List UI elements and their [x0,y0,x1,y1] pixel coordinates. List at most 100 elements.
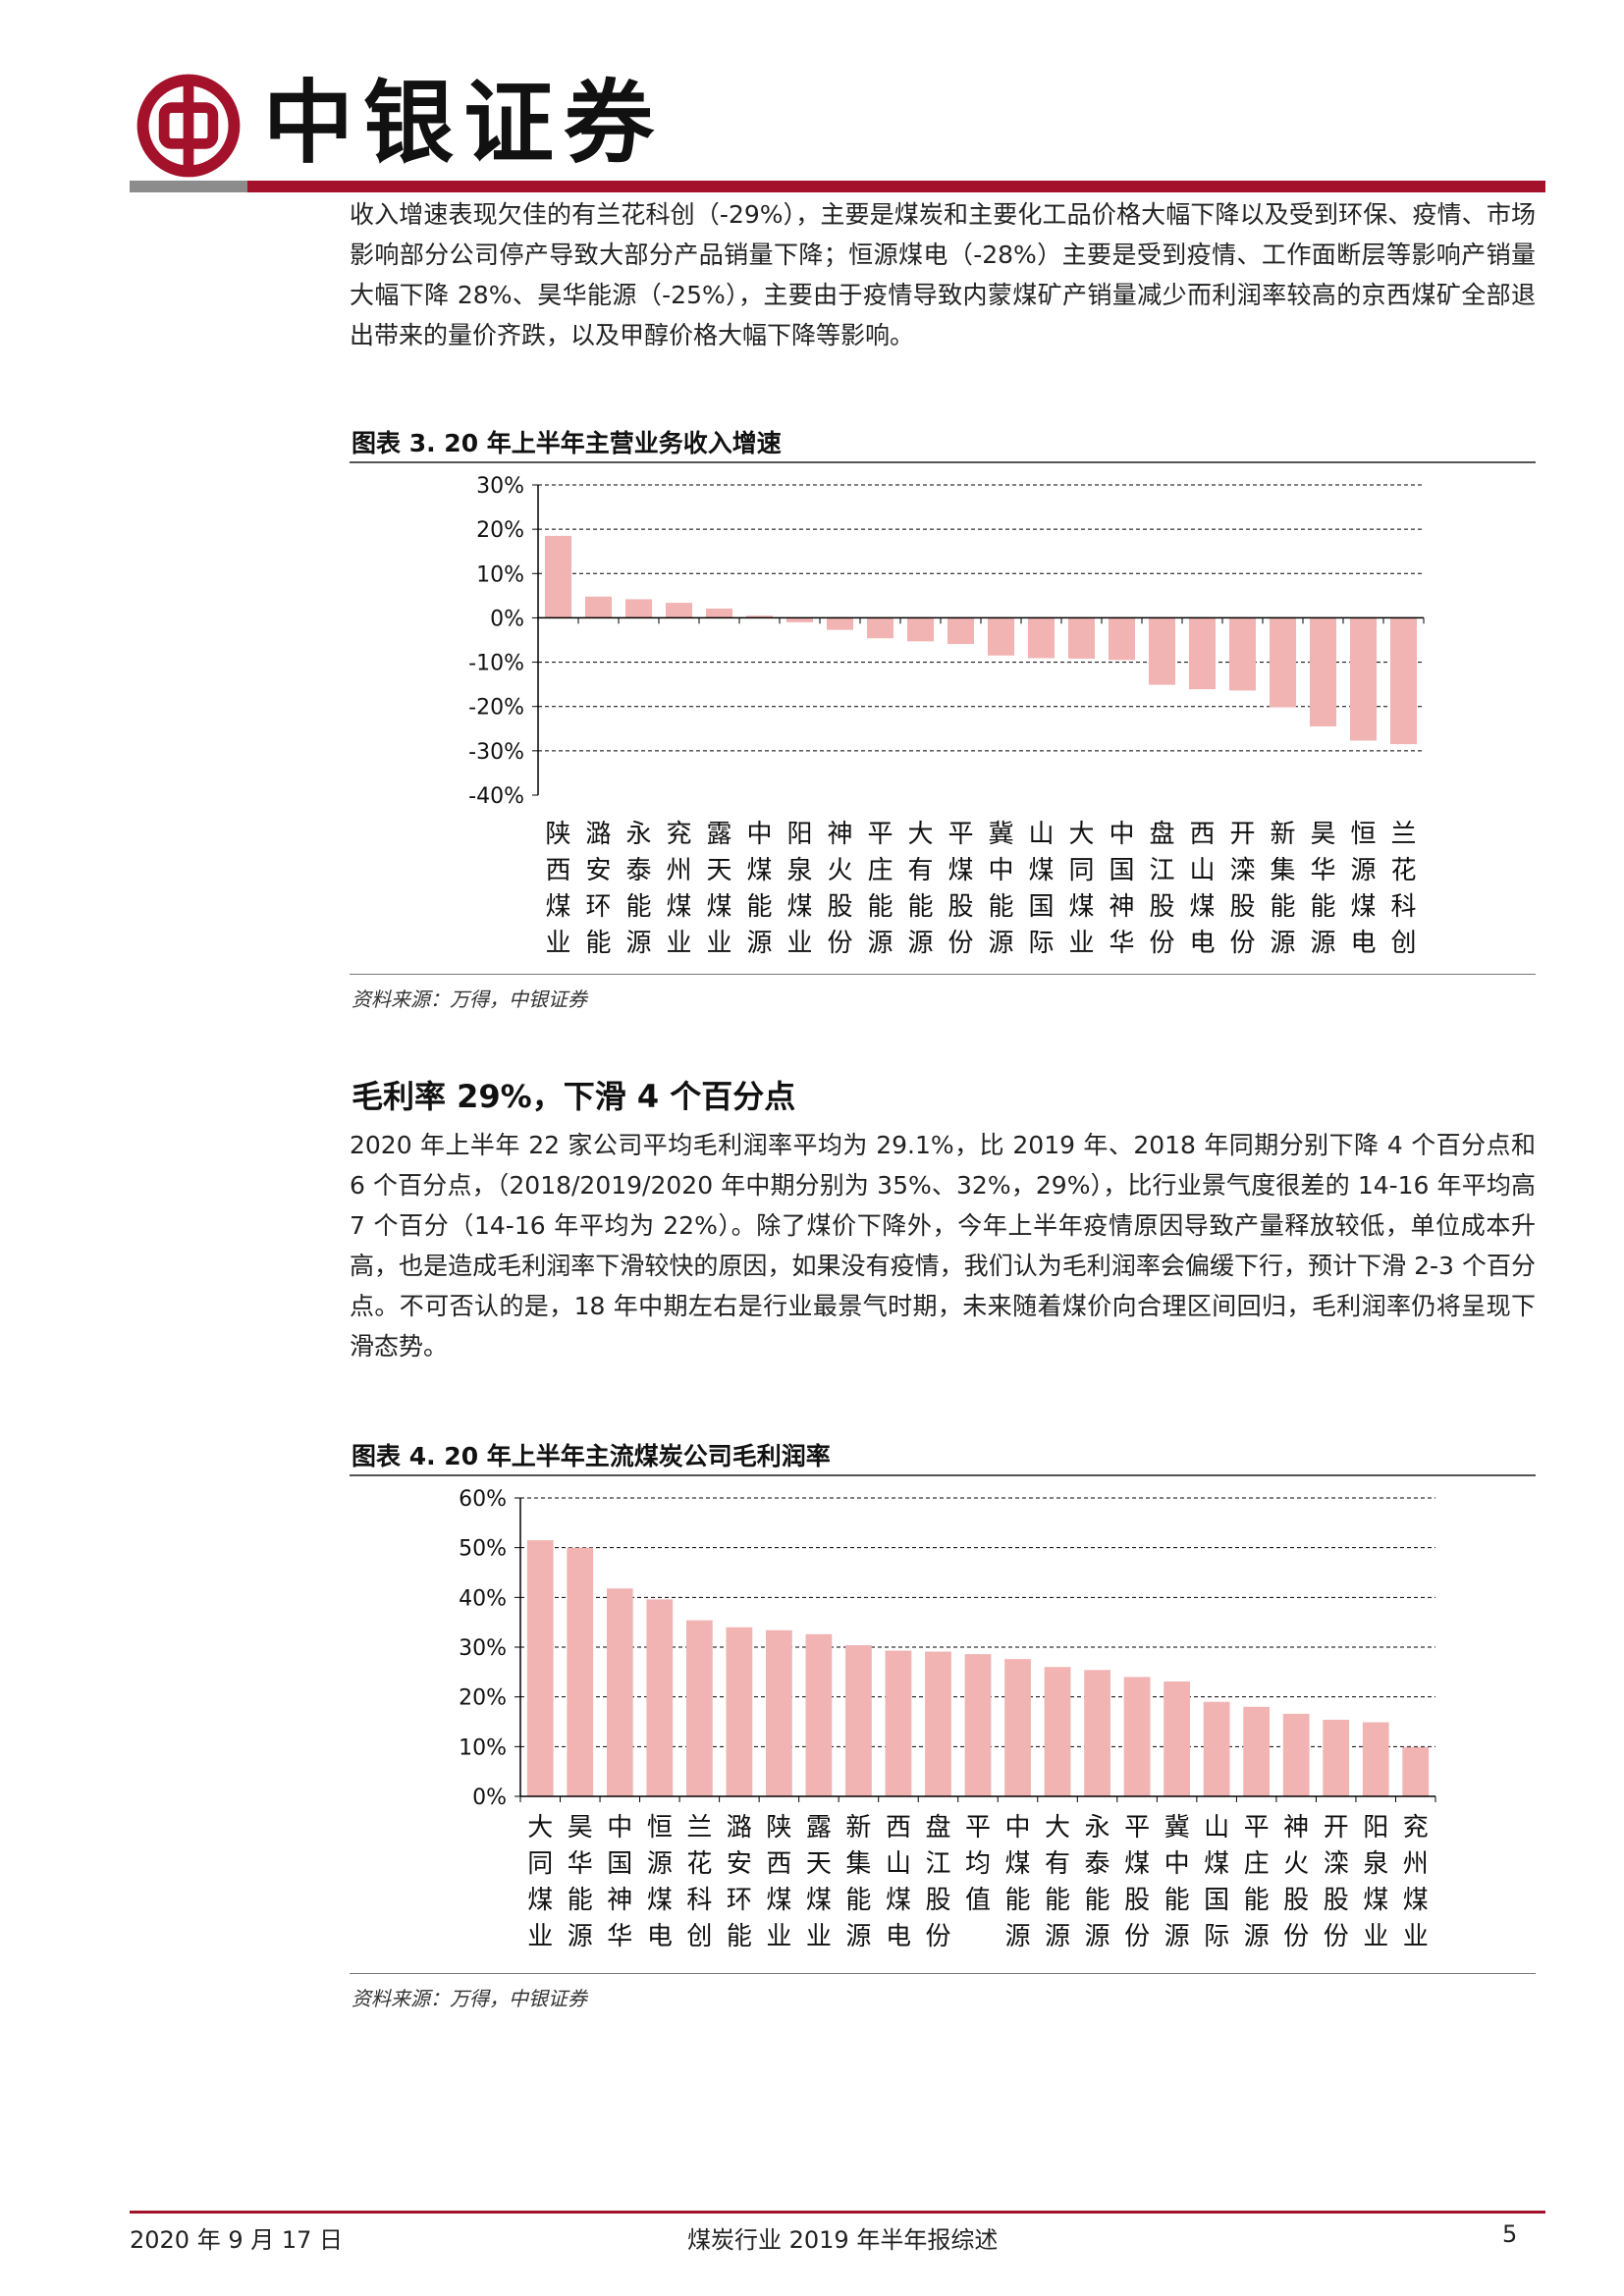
revenue-growth-chart: 30% 20% 10% 0% -10% -20% -30% -40% 陕西煤业潞安环能永泰能源兖… [468,474,1425,958]
bar [906,617,935,642]
bar [1402,1746,1430,1796]
body-paragraph-2: 2020 年上半年 22 家公司平均毛利润率平均为 29.1%，比 2019 年… [350,1131,1536,1361]
category-label: 大同煤业 [527,1813,553,1951]
bar [1123,1677,1151,1796]
y-tick-label: 30% [476,474,524,499]
category-label: 中煤能源 [1005,1813,1031,1951]
y-tick-label: -10% [468,652,524,676]
bar [925,1651,951,1796]
bar [826,617,854,630]
y-tick-label: 10% [476,562,524,587]
category-label: 山煤国际 [1204,1813,1229,1951]
header-bar-gray [130,181,247,192]
bar [987,617,1015,656]
footer-date: 2020 年 9 月 17 日 [130,2226,344,2254]
y-tick-label: 20% [476,518,524,543]
y-tick-label: -40% [468,784,524,809]
category-label: 大有能源 [1045,1813,1070,1951]
bar [766,1629,792,1796]
category-label: 永泰能源 [625,820,651,958]
y-tick-label: 40% [459,1586,507,1611]
category-label: 西山煤电 [1189,820,1215,958]
category-label: 昊华能源 [568,1813,593,1951]
figure-3-source: 资料来源：万得，中银证券 [352,988,587,1011]
category-label: 露天煤业 [806,1813,832,1951]
y-tick-label: 20% [459,1686,507,1711]
body-paragraph-1: 收入增速表现欠佳的有兰花科创（-29%），主要是煤炭和主要化工品价格大幅下降以及… [350,200,1536,349]
bar [1203,1701,1230,1796]
category-label: 新集能源 [845,1813,871,1951]
bar [1389,617,1418,745]
category-label: 新集能源 [1270,820,1295,958]
bar [1188,617,1217,690]
bar [1243,1706,1271,1796]
y-tick-label: -20% [468,696,524,721]
bar [544,535,572,618]
bar [584,596,613,618]
bar [1349,617,1378,741]
category-label: 中国神华 [1109,820,1134,958]
category-label: 兖州煤业 [1403,1813,1429,1951]
footer-page-number: 5 [1502,2220,1518,2248]
category-label: 中国神华 [607,1813,632,1951]
category-label: 开滦股份 [1229,820,1255,958]
y-tick-label: 0% [472,1786,507,1810]
figure-4-top-rule [350,1474,1536,1476]
brand-name: 中银证券 [263,70,665,176]
category-label: 恒源煤电 [1350,820,1376,958]
bar [1323,1719,1350,1796]
bar [685,1620,713,1796]
bar [1309,617,1337,727]
category-label: 平均值 [965,1813,991,1915]
category-label: 山煤国际 [1028,820,1054,958]
category-label: 永泰能源 [1085,1813,1110,1951]
gross-margin-chart: 60% 50% 40% 30% 20% 10% 0% 大同煤业昊华能源中国神华恒源煤电兰花科创… [459,1487,1436,1951]
category-label: 神火股份 [1283,1813,1309,1951]
category-label: 平煤股份 [947,820,973,958]
category-label: 大同煤业 [1068,820,1094,958]
bar [745,615,774,618]
category-label: 开滦股份 [1324,1813,1349,1951]
bar [1108,617,1136,661]
boc-logo [136,74,241,178]
footer-title: 煤炭行业 2019 年半年报综述 [687,2226,999,2254]
section-heading: 毛利率 29%，下滑 4 个百分点 [352,1078,796,1115]
figure-3-title: 图表 3. 20 年上半年主营业务收入增速 [352,429,782,457]
category-label: 潞安环能 [727,1813,752,1951]
category-label: 兰花科创 [1390,820,1416,958]
category-label: 大有能源 [907,820,933,958]
category-label: 平庄能源 [1244,1813,1270,1951]
bar [1269,617,1297,708]
bar [785,617,814,622]
category-label: 阳泉煤业 [786,820,812,958]
figure-4-title: 图表 4. 20 年上半年主流煤炭公司毛利润率 [352,1442,831,1470]
category-label: 盘江股份 [925,1813,950,1951]
bar [1362,1722,1389,1796]
figure-3-top-rule [350,461,1536,463]
bar [567,1547,594,1796]
category-label: 陕西煤业 [545,820,570,958]
category-label: 露天煤业 [706,820,731,958]
y-tick-label: 30% [459,1636,507,1661]
bar [624,599,653,618]
bar [1282,1713,1310,1796]
category-label: 陕西煤业 [766,1813,791,1951]
category-label: 中煤能源 [746,820,772,958]
bar [964,1654,992,1796]
y-tick-label: -30% [468,740,524,765]
bar [947,617,975,645]
bar [1004,1659,1031,1796]
bar [1228,617,1257,691]
category-label: 阳泉煤业 [1363,1813,1388,1951]
bar [646,1599,674,1796]
figure-4-bottom-rule [350,1973,1536,1974]
y-tick-label: 0% [490,607,524,631]
bar [1148,617,1176,685]
bar [526,1540,554,1796]
category-label: 冀中能源 [988,820,1013,958]
category-label: 冀中能源 [1164,1813,1190,1951]
y-tick-label: 10% [459,1735,507,1760]
figure-3-bottom-rule [350,974,1536,975]
bar [606,1588,633,1796]
bar [1067,617,1096,659]
